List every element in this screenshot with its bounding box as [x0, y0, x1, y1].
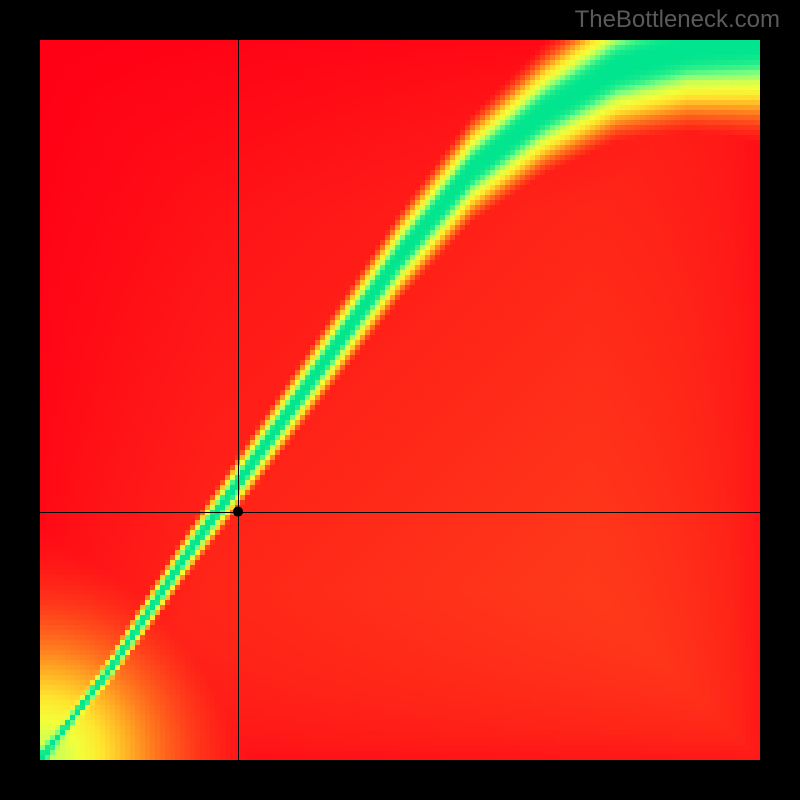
watermark-text: TheBottleneck.com	[575, 6, 780, 34]
bottleneck-heatmap	[40, 40, 760, 760]
